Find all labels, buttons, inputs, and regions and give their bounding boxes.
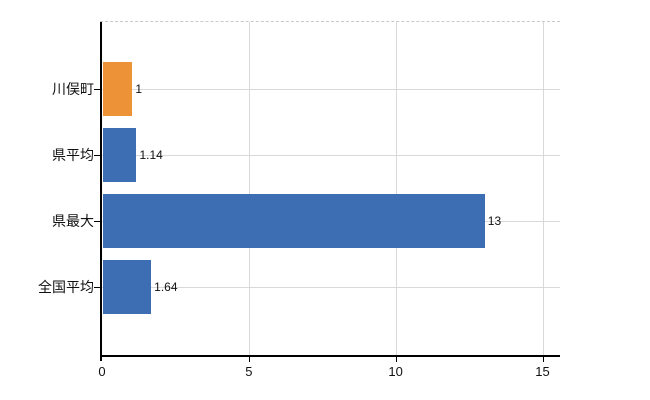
category-label: 県平均 <box>52 146 94 163</box>
category-tick <box>94 220 100 222</box>
gridline-vertical <box>542 22 544 355</box>
gridline-vertical <box>248 22 250 355</box>
gridline-horizontal <box>102 154 560 156</box>
gridline-horizontal <box>102 88 560 90</box>
category-label: 川俣町 <box>52 80 94 97</box>
category-tick <box>94 286 100 288</box>
bar-2 <box>103 193 485 248</box>
x-axis-line <box>100 354 560 357</box>
y-axis-line <box>100 22 102 361</box>
plot-top-border <box>100 21 560 22</box>
bar-1 <box>103 127 137 182</box>
x-tick-label: 5 <box>245 364 253 379</box>
category-label: 全国平均 <box>38 278 94 295</box>
x-tick-label: 0 <box>98 364 106 379</box>
bar-value-label: 1.64 <box>154 279 178 294</box>
category-tick <box>94 88 100 90</box>
x-axis-tick <box>395 356 397 362</box>
bar-3 <box>103 259 152 314</box>
x-axis-tick <box>542 356 544 362</box>
gridline-vertical <box>395 22 397 355</box>
bar-value-label: 1.14 <box>139 147 163 162</box>
bar-value-label: 1 <box>135 81 143 96</box>
gridline-horizontal <box>102 286 560 288</box>
category-tick <box>94 154 100 156</box>
category-label: 県最大 <box>52 212 94 229</box>
x-axis-tick <box>248 356 250 362</box>
bar-value-label: 13 <box>487 213 502 228</box>
bar-0 <box>103 61 133 116</box>
x-tick-label: 15 <box>535 364 550 379</box>
x-tick-label: 10 <box>388 364 403 379</box>
